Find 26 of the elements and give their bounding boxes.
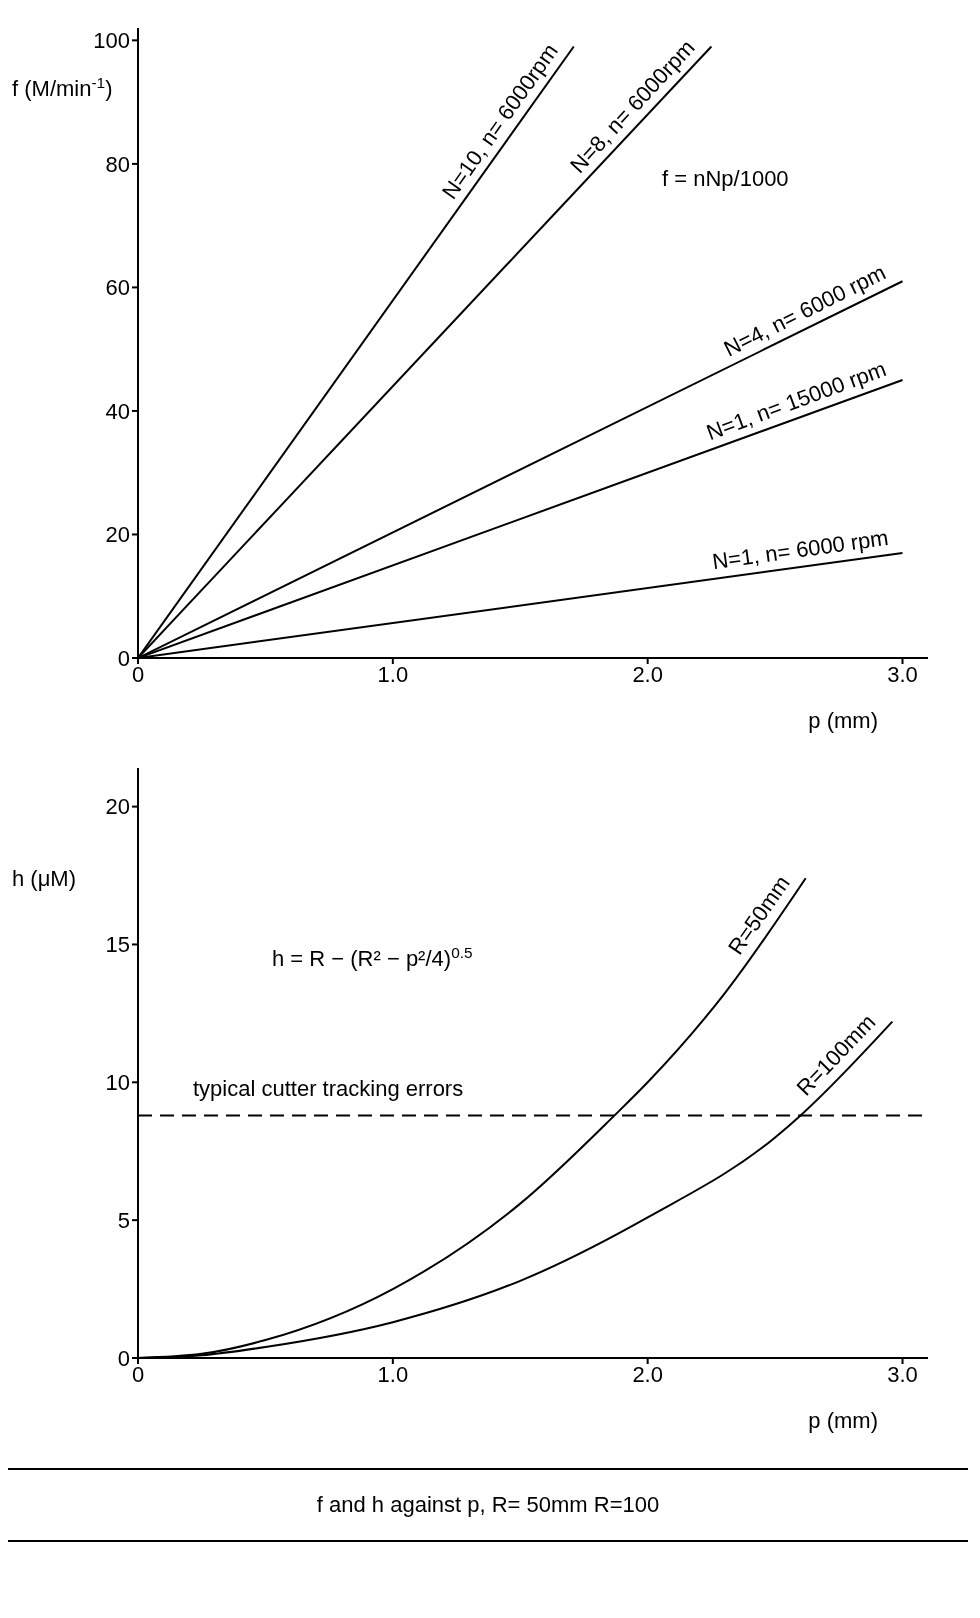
- annotation: f = nNp/1000: [662, 166, 789, 191]
- x-axis-title: p (mm): [808, 1408, 878, 1433]
- x-tick-label: 3.0: [887, 1361, 918, 1387]
- x-tick-label: 1.0: [377, 1361, 409, 1387]
- ref-line-label: typical cutter tracking errors: [193, 1076, 464, 1101]
- y-tick-label: 0: [117, 645, 130, 671]
- x-tick-label: 2.0: [632, 1361, 663, 1387]
- y-tick-label: 10: [105, 1070, 130, 1096]
- y-axis-title: f (M/min$^{-1}$): [12, 73, 113, 101]
- x-tick-label: 2.0: [632, 661, 663, 687]
- y-tick-label: 60: [105, 275, 130, 301]
- y-tick-label: 100: [93, 28, 130, 54]
- y-axis-title: h (μM): [12, 866, 77, 891]
- y-tick-label: 80: [105, 151, 130, 177]
- x-tick-label: 1.0: [377, 661, 409, 687]
- y-tick-label: 5: [117, 1207, 130, 1233]
- x-tick-label: 3.0: [887, 661, 918, 687]
- y-tick-label: 0: [117, 1345, 130, 1371]
- x-axis-title: p (mm): [808, 708, 878, 733]
- y-tick-label: 15: [105, 932, 130, 958]
- y-tick-label: 20: [105, 794, 130, 820]
- y-tick-label: 20: [105, 522, 130, 548]
- text: N=1, n= 6000 rpm: [710, 524, 890, 575]
- annotation: h = R − (R² − p²/4)$^{0.5}$: [272, 943, 473, 971]
- y-tick-label: 40: [105, 398, 130, 424]
- text: f and h against p, R= 50mm R=100: [8, 1468, 968, 1542]
